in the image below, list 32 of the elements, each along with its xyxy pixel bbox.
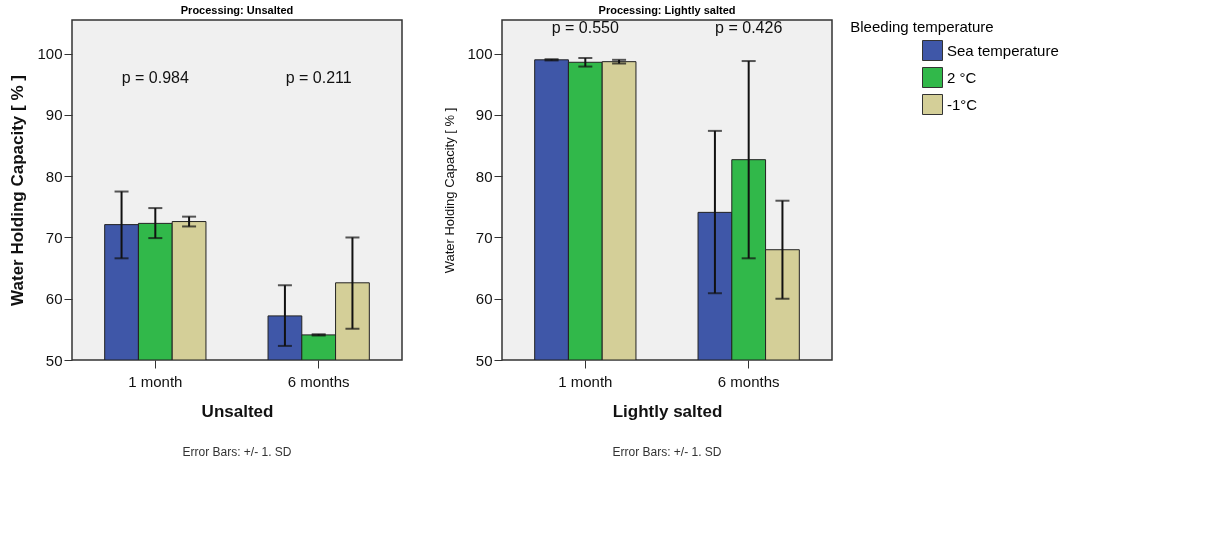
legend-label: 2 °C — [947, 68, 977, 86]
legend-label: Sea temperature — [947, 41, 1059, 59]
x-axis-title: Unsalted — [201, 401, 274, 421]
y-tick-label: 80 — [45, 167, 63, 185]
x-tick-label: 6 months — [717, 372, 780, 390]
annotation: p = 0.426 — [715, 19, 783, 36]
x-tick-label: 6 months — [287, 372, 350, 390]
legend-title: Bleeding temperature — [850, 18, 994, 35]
y-tick-label: 90 — [45, 106, 63, 124]
y-tick-label: 60 — [45, 290, 63, 308]
chart-title: Processing: Unsalted — [180, 4, 294, 16]
y-tick-label: 50 — [475, 351, 493, 369]
annotation: p = 0.550 — [551, 19, 619, 36]
legend-label: -1°C — [947, 95, 978, 113]
y-tick-label: 80 — [475, 167, 493, 185]
y-tick-label: 90 — [475, 106, 493, 124]
y-tick-label: 60 — [475, 290, 493, 308]
y-tick-label: 70 — [45, 228, 63, 246]
x-axis-title: Lightly salted — [612, 401, 723, 421]
y-tick-label: 70 — [475, 228, 493, 246]
text: Error Bars: +/- 1. SD — [612, 445, 722, 459]
chart-title: Processing: Lightly salted — [598, 4, 736, 16]
annotation: p = 0.984 — [121, 69, 189, 86]
y-axis-title: Water Holding Capacity [ % ] — [8, 75, 28, 306]
annotation: p = 0.211 — [285, 69, 352, 86]
y-axis-title: Water Holding Capacity [ % ] — [442, 107, 458, 274]
text: Error Bars: +/- 1. SD — [182, 445, 292, 459]
y-tick-label: 100 — [467, 45, 493, 63]
x-tick-label: 1 month — [128, 372, 183, 390]
y-tick-label: 100 — [37, 45, 63, 63]
x-tick-label: 1 month — [558, 372, 613, 390]
y-tick-label: 50 — [45, 351, 63, 369]
